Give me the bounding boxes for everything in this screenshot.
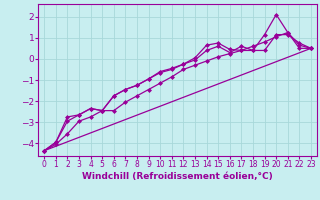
X-axis label: Windchill (Refroidissement éolien,°C): Windchill (Refroidissement éolien,°C) bbox=[82, 172, 273, 181]
